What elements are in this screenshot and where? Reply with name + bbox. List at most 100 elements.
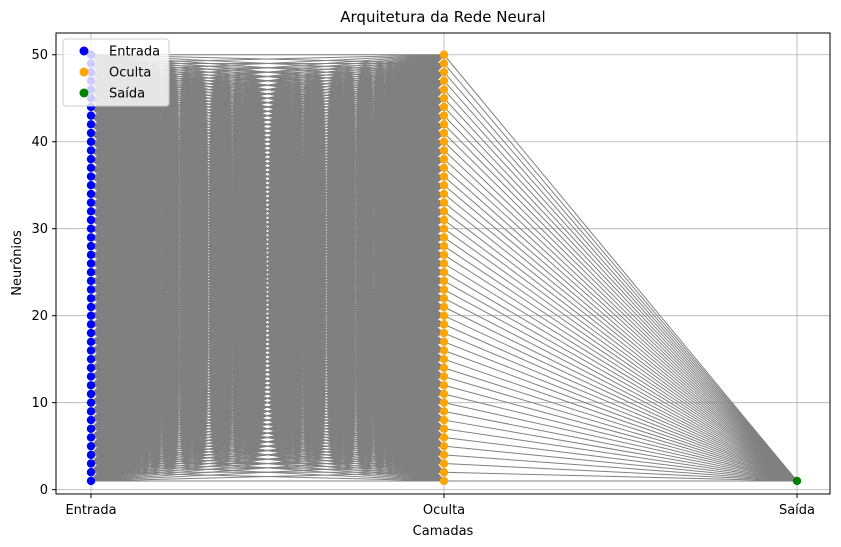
connection-line	[90, 54, 445, 456]
neuron-point	[86, 328, 96, 338]
neuron-point	[86, 407, 96, 416]
y-tick-label: 30	[31, 222, 48, 237]
connection-line	[90, 323, 445, 482]
connection-line	[90, 184, 445, 482]
connection-line	[443, 202, 798, 482]
connection-line	[443, 228, 798, 482]
neuron-point	[86, 154, 96, 164]
connection-line	[90, 245, 445, 482]
y-axis-ticks: 0 10 20 30 40 50	[31, 48, 56, 498]
connection-line	[443, 445, 798, 482]
neuron-point	[86, 363, 96, 373]
connection-line	[90, 315, 445, 482]
neuron-point	[439, 407, 449, 416]
connection-line	[90, 106, 445, 482]
neuron-point	[86, 146, 96, 155]
connection-line	[90, 54, 445, 369]
neuron-point	[86, 215, 96, 225]
neuron-point	[439, 120, 449, 129]
neuron-point	[439, 224, 449, 233]
y-tick-label: 10	[31, 396, 48, 411]
neuron-point	[439, 128, 449, 138]
connection-line	[443, 271, 798, 482]
connection-line	[90, 228, 445, 482]
neuron-point	[86, 172, 96, 181]
connection-line	[90, 428, 445, 482]
connection-line	[443, 410, 798, 482]
connection-line	[443, 315, 798, 482]
connection-line	[443, 141, 798, 482]
neuron-point	[86, 381, 96, 390]
connection-line	[443, 289, 798, 482]
connection-line	[90, 306, 445, 482]
neuron-point	[86, 207, 96, 216]
neuron-point	[86, 450, 96, 460]
connection-lines	[90, 54, 798, 482]
connection-line	[90, 115, 445, 482]
connection-line	[443, 97, 798, 482]
connection-line	[90, 367, 445, 482]
neuron-point	[439, 163, 449, 173]
connection-line	[90, 150, 445, 482]
neuron-point	[439, 346, 449, 355]
connection-line	[443, 89, 798, 482]
neuron-point	[439, 215, 449, 225]
neuron-point	[86, 285, 96, 294]
connection-line	[90, 54, 445, 430]
connection-line	[443, 350, 798, 482]
connection-line	[90, 471, 445, 482]
connection-line	[90, 410, 445, 482]
connection-line	[90, 297, 445, 482]
connection-line	[443, 306, 798, 482]
neuron-point	[86, 250, 96, 260]
neuron-point	[86, 311, 96, 320]
neuron-point	[439, 476, 449, 486]
neuron-point	[439, 267, 449, 277]
neuron-point	[439, 198, 449, 207]
connection-line	[90, 202, 445, 482]
connection-line	[443, 150, 798, 482]
x-tick-label: Oculta	[423, 503, 465, 518]
neuron-point	[86, 398, 96, 407]
connection-line	[443, 463, 798, 482]
connection-line	[90, 384, 445, 482]
connection-line	[90, 445, 445, 482]
connection-line	[90, 71, 445, 482]
neuron-point	[86, 476, 96, 486]
neuron-point	[86, 163, 96, 173]
connection-line	[90, 54, 445, 377]
connection-line	[443, 428, 798, 482]
y-tick-label: 20	[31, 309, 48, 324]
neuron-point	[439, 302, 449, 312]
connection-line	[443, 236, 798, 482]
connection-line	[443, 245, 798, 482]
connection-line	[90, 350, 445, 482]
x-tick-label: Entrada	[65, 503, 116, 518]
x-axis-label: Camadas	[413, 524, 474, 539]
connection-line	[443, 471, 798, 482]
neuron-point	[86, 433, 96, 442]
neuron-point	[792, 476, 802, 486]
connection-line	[443, 184, 798, 482]
connection-line	[90, 393, 445, 482]
neuron-point	[86, 241, 96, 251]
legend-marker	[79, 67, 89, 77]
connection-line	[443, 436, 798, 482]
connection-line	[443, 115, 798, 482]
y-tick-label: 0	[40, 483, 48, 498]
connection-line	[90, 132, 445, 482]
connection-line	[90, 332, 445, 482]
neuron-point	[439, 241, 449, 251]
y-tick-label: 50	[31, 48, 48, 63]
connection-line	[443, 193, 798, 482]
connection-line	[90, 54, 445, 412]
connection-line	[90, 454, 445, 482]
connection-line	[443, 63, 798, 482]
connection-line	[90, 263, 445, 482]
neuron-point	[86, 181, 96, 190]
connection-line	[443, 158, 798, 482]
neuron-point	[439, 181, 449, 190]
neuron-point	[86, 120, 96, 129]
neuron-point	[439, 372, 449, 381]
connection-line	[90, 167, 445, 482]
